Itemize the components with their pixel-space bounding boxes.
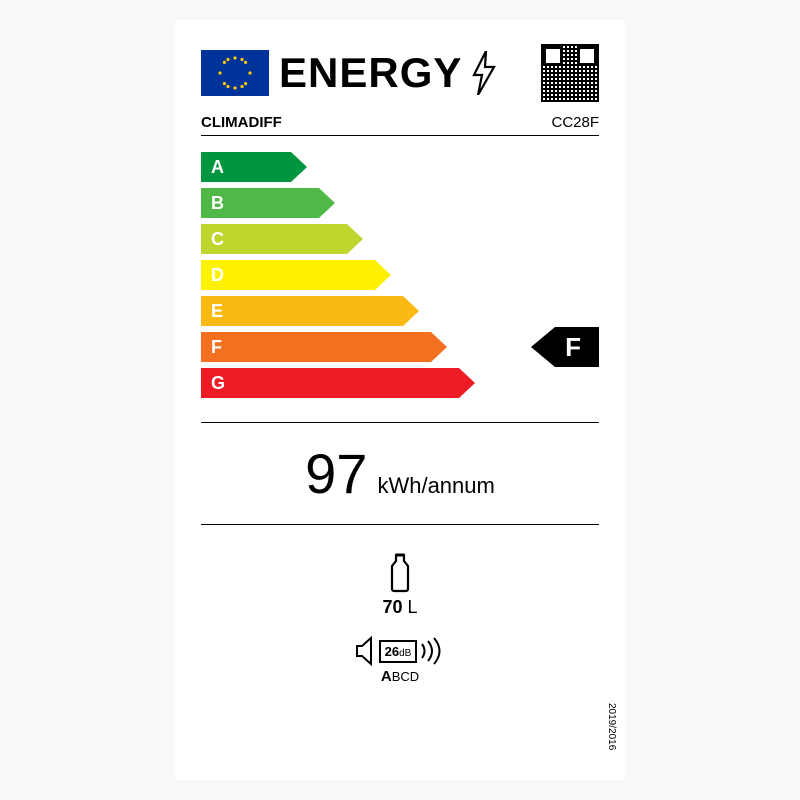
- noise-class-D: D: [410, 669, 419, 684]
- rating-letter: F: [555, 327, 599, 367]
- noise-classes: ABCD: [355, 668, 446, 685]
- rating-pointer: F: [531, 327, 599, 367]
- pointer-tip-icon: [531, 327, 555, 367]
- class-arrow-G: G: [201, 368, 475, 398]
- class-arrow-D: D: [201, 260, 391, 290]
- spec-icons: 70 L 26dB ABCD: [201, 553, 599, 685]
- consumption-value: 97: [305, 441, 367, 506]
- noise-value-box: 26dB: [379, 640, 418, 663]
- class-arrow-F: F: [201, 332, 447, 362]
- capacity-unit: L: [408, 597, 418, 617]
- sound-waves-icon: [419, 636, 445, 666]
- class-arrow-E: E: [201, 296, 419, 326]
- class-arrow-B: B: [201, 188, 335, 218]
- model: CC28F: [551, 114, 599, 131]
- arrow-body: E: [201, 296, 403, 326]
- capacity-value: 70: [382, 597, 402, 617]
- arrow-tip-icon: [459, 368, 475, 398]
- class-arrow-C: C: [201, 224, 363, 254]
- arrow-tip-icon: [291, 152, 307, 182]
- arrow-tip-icon: [347, 224, 363, 254]
- divider: [201, 422, 599, 423]
- capacity-block: 70 L: [382, 553, 417, 618]
- arrow-tip-icon: [319, 188, 335, 218]
- bottle-icon: [387, 553, 413, 593]
- speaker-icon: [355, 636, 377, 666]
- arrow-tip-icon: [375, 260, 391, 290]
- energy-label: ENERGY CLIMADIFF CC28F ABCDEFGF 97 kWh/a…: [175, 20, 625, 780]
- arrow-tip-icon: [403, 296, 419, 326]
- noise-class-C: C: [400, 669, 409, 684]
- arrow-body: G: [201, 368, 459, 398]
- consumption: 97 kWh/annum: [201, 441, 599, 506]
- arrow-body: B: [201, 188, 319, 218]
- header: ENERGY: [201, 44, 599, 102]
- energy-title: ENERGY: [279, 49, 462, 97]
- arrow-body: F: [201, 332, 431, 362]
- eu-flag-icon: [201, 50, 269, 96]
- class-arrow-A: A: [201, 152, 307, 182]
- noise-block: 26dB ABCD: [355, 636, 446, 685]
- efficiency-scale: ABCDEFGF: [201, 152, 599, 404]
- arrow-body: C: [201, 224, 347, 254]
- supplier-row: CLIMADIFF CC28F: [201, 114, 599, 136]
- arrow-body: A: [201, 152, 291, 182]
- regulation: 2019/2016: [606, 703, 617, 750]
- arrow-body: D: [201, 260, 375, 290]
- consumption-unit: kWh/annum: [377, 473, 494, 499]
- bolt-icon: [472, 51, 496, 95]
- divider: [201, 524, 599, 525]
- noise-class-A: A: [381, 668, 392, 685]
- brand: CLIMADIFF: [201, 114, 282, 131]
- qr-code-icon: [541, 44, 599, 102]
- arrow-tip-icon: [431, 332, 447, 362]
